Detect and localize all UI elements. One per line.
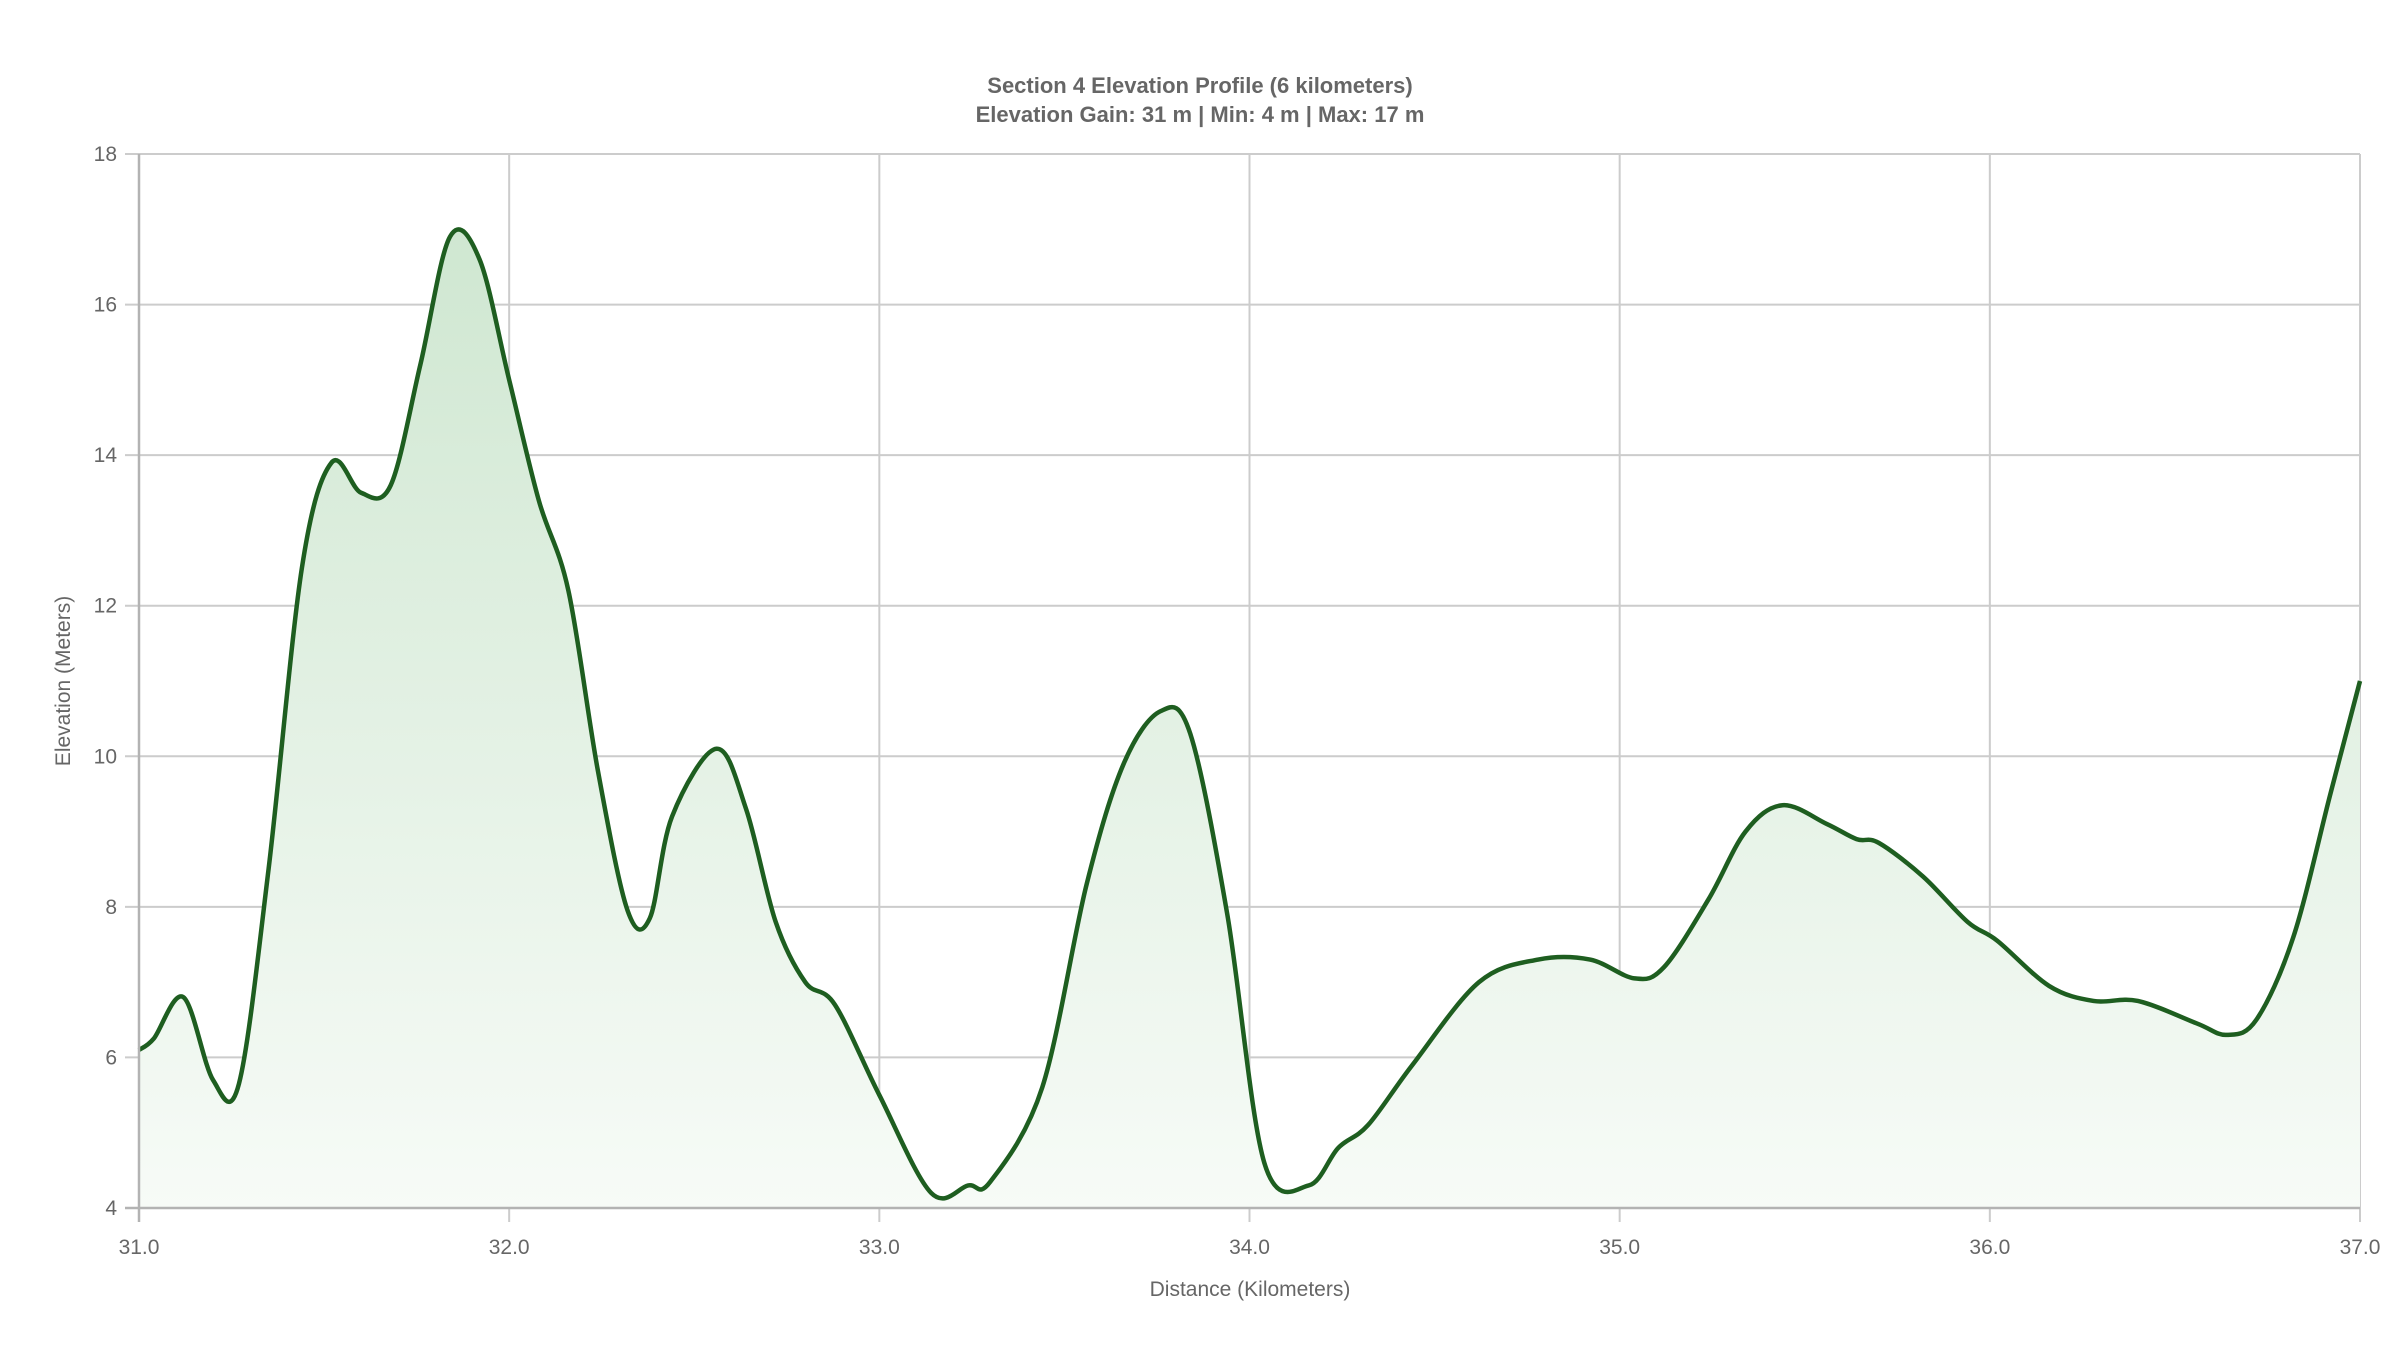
elevation-line: [137, 227, 2363, 1201]
y-tick-label: 6: [105, 1046, 117, 1069]
elevation-area: [139, 229, 2360, 1209]
x-tick-label: 37.0: [2340, 1236, 2381, 1259]
y-tick-label: 12: [94, 595, 117, 618]
y-axis-ticks: 4 6 8 10 12 14 16 18: [94, 143, 118, 1220]
y-tick-label: 16: [94, 294, 117, 317]
x-tick-label: 34.0: [1229, 1236, 1270, 1259]
axes: [125, 154, 2360, 1222]
x-tick-label: 33.0: [859, 1236, 900, 1259]
x-tick-label: 35.0: [1599, 1236, 1640, 1259]
y-tick-label: 14: [94, 444, 118, 467]
chart-subtitle: Elevation Gain: 31 m | Min: 4 m | Max: 1…: [975, 102, 1425, 127]
chart-title: Section 4 Elevation Profile (6 kilometer…: [987, 73, 1413, 98]
y-tick-label: 8: [105, 896, 117, 919]
y-tick-label: 4: [105, 1197, 117, 1220]
y-tick-label: 10: [94, 745, 117, 768]
x-tick-label: 31.0: [119, 1236, 160, 1259]
y-axis-label: Elevation (Meters): [52, 596, 75, 766]
x-tick-label: 36.0: [1969, 1236, 2010, 1259]
x-axis-label: Distance (Kilometers): [1150, 1278, 1351, 1301]
y-tick-label: 18: [94, 143, 117, 166]
x-axis-ticks: 31.0 32.0 33.0 34.0 35.0 36.0 37.0: [119, 1236, 2381, 1259]
x-tick-label: 32.0: [489, 1236, 530, 1259]
